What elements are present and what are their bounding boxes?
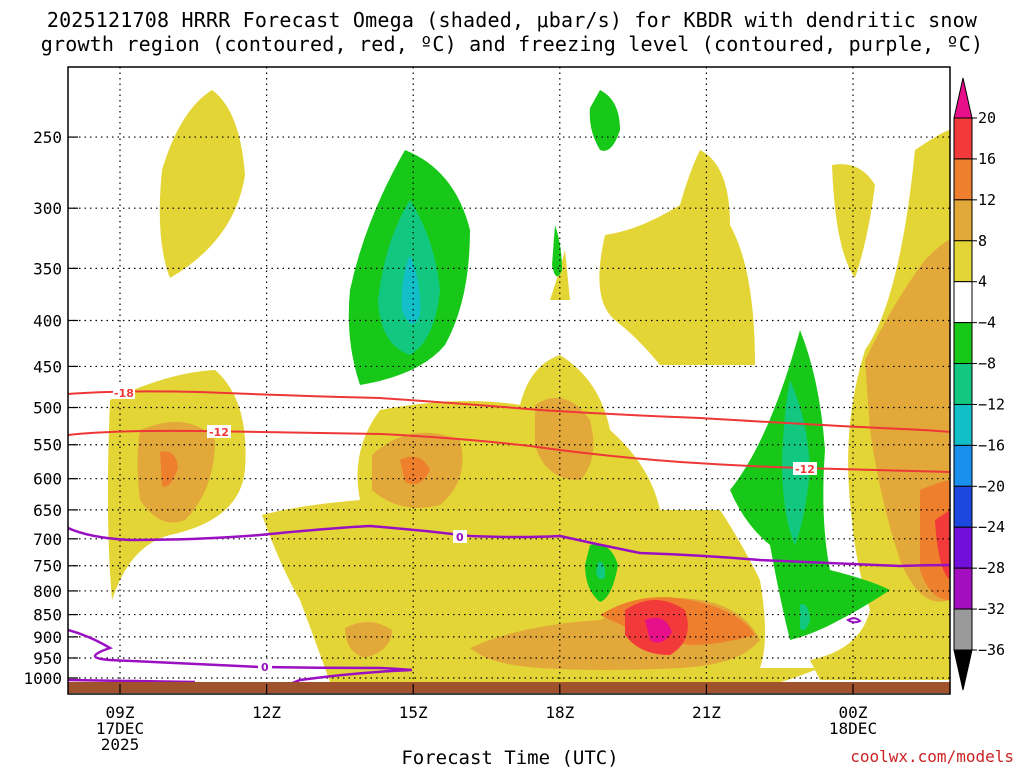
y-tick-label: 550 [33, 436, 62, 455]
colorbar-swatch [953, 567, 973, 610]
contour-label-minus18: -18 [113, 386, 135, 400]
omega-area-orange-small-left [345, 621, 392, 658]
y-tick-label: 500 [33, 399, 62, 418]
y-tick-label: 450 [33, 357, 62, 376]
omega-area-deep-orange-left [160, 451, 178, 487]
y-tick-label: 950 [33, 649, 62, 668]
x-tick-label: 18DEC [829, 719, 877, 738]
colorbar-swatch [953, 608, 973, 651]
terrain-strip [68, 682, 950, 693]
x-tick-label: 15Z [399, 703, 428, 722]
svg-text:0: 0 [261, 661, 269, 674]
contour-label-minus12-left: -12 [207, 425, 231, 439]
y-tick-label: 300 [33, 199, 62, 218]
colorbar-swatch [953, 158, 973, 201]
svg-text:-12: -12 [795, 463, 815, 476]
colorbar-label: −20 [978, 477, 1005, 495]
colorbar-swatch [953, 444, 973, 487]
colorbar-swatch [953, 322, 973, 365]
omega-area-red-right-edge [935, 510, 950, 580]
omega-area-green-sliver [552, 225, 562, 277]
colorbar-swatch [953, 403, 973, 446]
x-tick-label: 17DEC [96, 719, 144, 738]
colorbar-bottom-arrow [953, 649, 973, 691]
contour-label-minus12-right: -12 [793, 462, 817, 476]
colorbar-label: 16 [978, 150, 996, 168]
colorbar-label: 8 [978, 232, 987, 250]
colorbar-label: −4 [978, 314, 996, 332]
contour-line-freezing-level-spot [846, 617, 862, 624]
y-tick-label: 750 [33, 557, 62, 576]
colorbar-label: 4 [978, 273, 987, 291]
colorbar-label: 12 [978, 191, 996, 209]
colorbar-label: −28 [978, 559, 1005, 577]
y-tick-label: 250 [33, 128, 62, 147]
y-tick-label: 650 [33, 501, 62, 520]
chart-title-line-1: 2025121708 HRRR Forecast Omega (shaded, … [46, 8, 978, 32]
colorbar-label: −36 [978, 641, 1005, 659]
contours-layer: -18 -12 -12 0 0 [68, 386, 950, 686]
colorbar-top-arrow [953, 77, 973, 119]
colorbar-swatch [953, 526, 973, 569]
omega-area-yellow-upper-left [159, 90, 245, 278]
y-tick-label: 900 [33, 628, 62, 647]
svg-text:-18: -18 [114, 387, 134, 400]
x-tick-label: 18Z [545, 703, 574, 722]
x-axis-label: Forecast Time (UTC) [401, 747, 618, 768]
source-credit: coolwx.com/models [850, 747, 1014, 766]
omega-area-deep-orange-mid [400, 456, 430, 485]
colorbar-swatch [953, 240, 973, 283]
colorbar-swatch [953, 281, 973, 324]
svg-text:0: 0 [456, 531, 464, 544]
colorbar-swatch [953, 199, 973, 242]
colorbar-label: −24 [978, 518, 1005, 536]
chart-title-line-2: growth region (contoured, red, ºC) and f… [40, 32, 984, 56]
contour-label-zero-lower: 0 [258, 660, 272, 674]
omega-area-teal-lower-right [800, 604, 810, 631]
colorbar-label: −16 [978, 436, 1005, 454]
contour-line-minus18 [68, 390, 950, 433]
x-tick-label: 09Z [106, 703, 135, 722]
colorbar: 20 16 12 8 4 −4 −8 −12 −16 −20 −24 −28 −32 −36 [953, 77, 1005, 691]
colorbar-swatch [953, 363, 973, 405]
omega-area-green-top-small [589, 90, 620, 151]
omega-area-yellow-top-mid [550, 250, 570, 300]
y-tick-label: 850 [33, 606, 62, 625]
y-tick-label: 600 [33, 470, 62, 489]
omega-area-orange-center [535, 397, 594, 480]
y-tick-label: 350 [33, 259, 62, 278]
svg-text:-12: -12 [209, 426, 229, 439]
x-tick-label: 2025 [101, 735, 140, 754]
colorbar-swatch [953, 117, 973, 160]
colorbar-label: −12 [978, 395, 1005, 413]
colorbar-label: 20 [978, 109, 996, 127]
x-tick-label: 21Z [692, 703, 721, 722]
colorbar-label: −8 [978, 355, 996, 373]
omega-area-cyan-core [401, 255, 421, 324]
colorbar-swatch [953, 485, 973, 528]
colorbar-label: −32 [978, 600, 1005, 618]
plot-frame [67, 66, 951, 695]
x-tick-label: 12Z [252, 703, 281, 722]
contour-label-zero-upper: 0 [453, 530, 467, 544]
x-tick-label: 00Z [839, 703, 868, 722]
contour-line-freezing-level-upper [68, 524, 950, 568]
y-tick-label: 800 [33, 582, 62, 601]
omega-area-yellow-upper-right [599, 150, 755, 365]
y-axis: 250 300 350 400 450 500 550 600 650 700 750 800 850 9… [23, 128, 78, 688]
y-tick-label: 1000 [23, 669, 62, 688]
omega-area-green-right [730, 330, 890, 640]
y-tick-label: 700 [33, 530, 62, 549]
contour-line-freezing-level-bottom [68, 678, 196, 684]
y-tick-label: 400 [33, 311, 62, 330]
